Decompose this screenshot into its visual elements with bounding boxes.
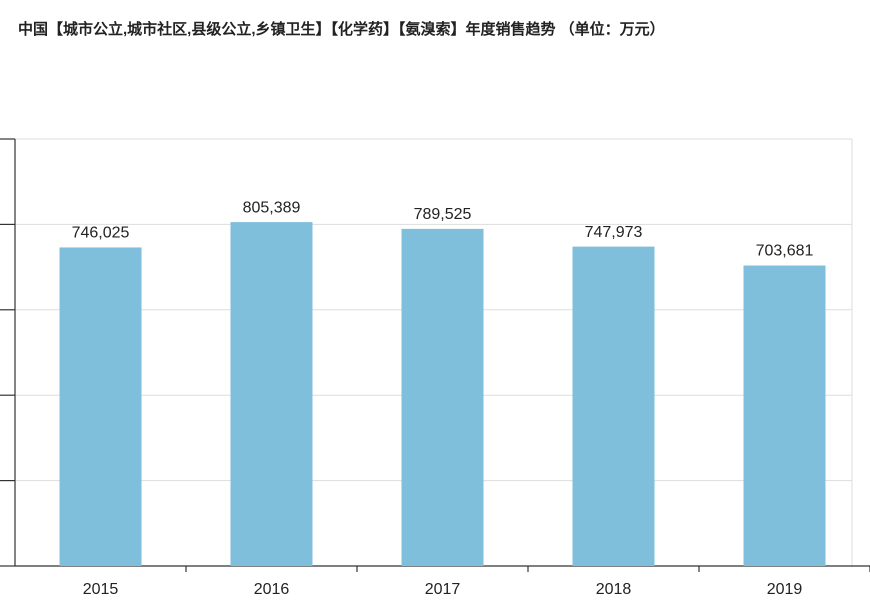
data-label: 747,973 [585,224,643,241]
x-tick-label: 2016 [254,581,290,598]
bar [401,228,484,567]
bar [572,246,655,566]
x-tick-label: 2019 [767,581,803,598]
bar [230,222,313,567]
bar [59,247,142,566]
data-label: 789,525 [414,206,472,223]
data-label: 703,681 [756,243,814,260]
chart-title: 中国【城市公立,城市社区,县级公立,乡镇卫生】【化学药】【氨溴索】年度销售趋势 … [18,20,665,38]
x-tick-label: 2018 [596,581,632,598]
x-tick-label: 2015 [83,581,119,598]
bar [743,265,826,566]
data-label: 805,389 [243,199,301,216]
x-tick-label: 2017 [425,581,461,598]
data-label: 746,025 [72,225,130,242]
